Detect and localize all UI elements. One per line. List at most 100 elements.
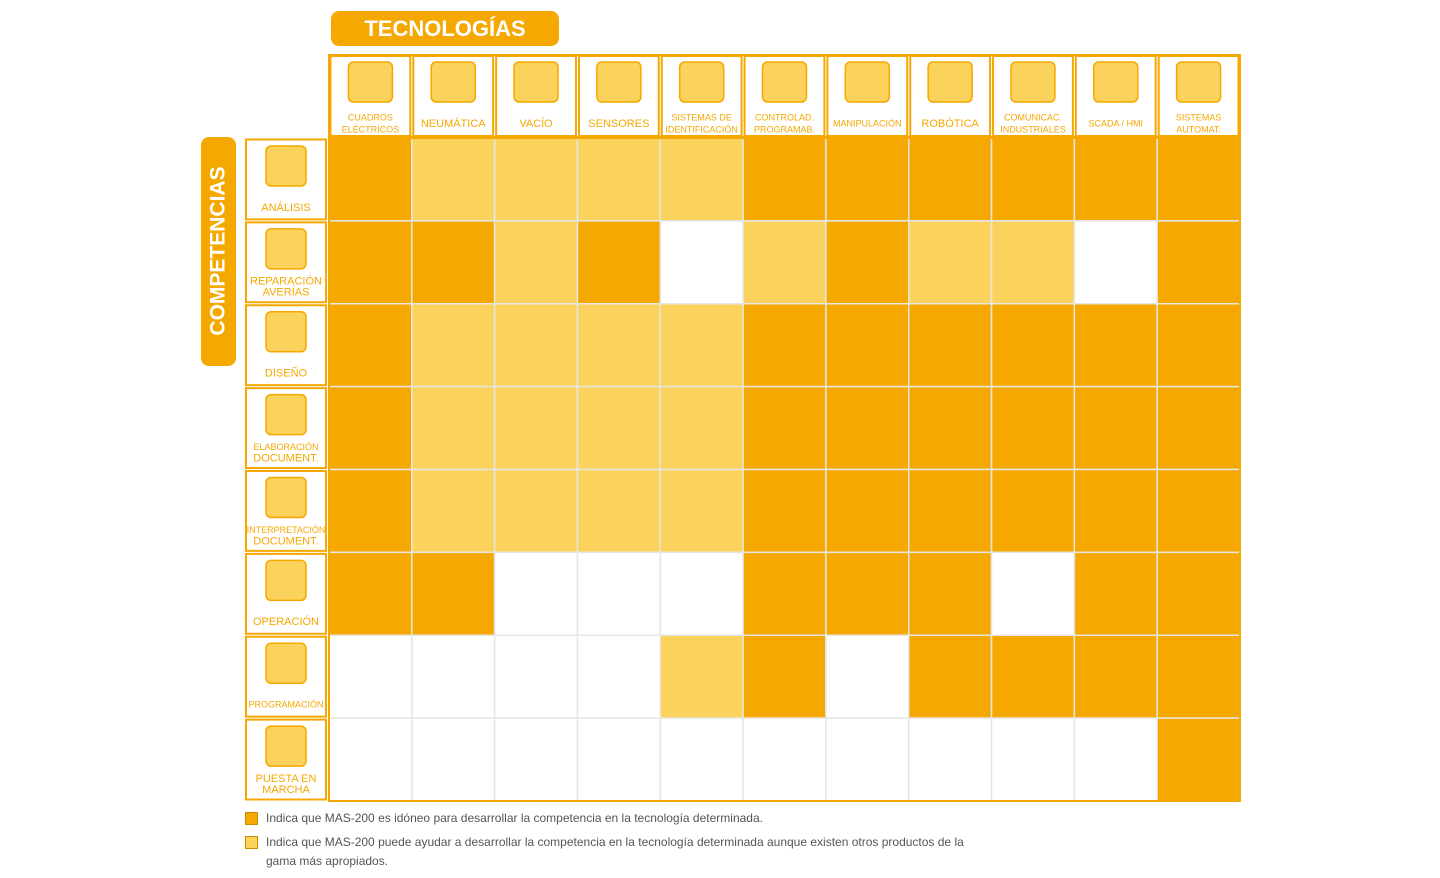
column-icon <box>761 61 808 103</box>
cell <box>1156 551 1241 636</box>
column-label: ELÉCTRICOS <box>342 124 400 134</box>
cell <box>411 717 496 802</box>
cell <box>990 220 1076 305</box>
cell <box>1073 634 1158 719</box>
row-label: DOCUMENT. <box>253 535 318 547</box>
column-icon <box>1093 61 1139 103</box>
cell <box>493 468 579 554</box>
cell <box>576 220 662 305</box>
cell <box>907 717 993 802</box>
cell <box>907 303 993 388</box>
cell <box>742 717 827 802</box>
cell <box>907 220 993 305</box>
cell <box>493 385 579 471</box>
cell <box>1156 717 1241 802</box>
cell <box>825 717 910 802</box>
cell <box>659 551 744 636</box>
cell <box>1073 385 1158 471</box>
cell <box>907 137 993 222</box>
row-label: DISEÑO <box>265 367 308 380</box>
cell <box>576 551 662 636</box>
column-label: IDENTIFICACIÓN <box>665 124 738 134</box>
cell <box>576 385 662 471</box>
cell <box>411 385 496 471</box>
matrix: TECNOLOGÍAS COMPETENCIAS CUADROS ELÉCTRIC… <box>201 11 1241 802</box>
column-label: COMUNICAC. <box>1004 112 1062 122</box>
cell <box>1156 385 1241 471</box>
column-label: SENSORES <box>588 118 649 130</box>
cell <box>742 303 827 388</box>
column-icon <box>513 61 559 103</box>
cell <box>411 468 496 554</box>
legend-swatch <box>245 836 258 849</box>
cell <box>742 551 827 636</box>
grid-frame <box>328 137 1241 802</box>
cell <box>825 220 910 305</box>
cell <box>411 303 496 388</box>
row-icon <box>265 228 307 270</box>
cell <box>825 468 910 554</box>
column-icon <box>596 61 642 103</box>
cell <box>1073 468 1158 554</box>
row-icon <box>265 642 307 684</box>
cell <box>576 634 662 719</box>
cell <box>411 220 496 305</box>
cell <box>576 137 662 222</box>
cell <box>742 385 827 471</box>
row-label: ELABORACIÓN <box>253 442 318 452</box>
cell <box>659 717 744 802</box>
title: TECNOLOGÍAS <box>364 16 525 41</box>
cell <box>328 303 413 388</box>
cell <box>742 220 827 305</box>
cell <box>1073 717 1158 802</box>
cell <box>576 717 662 802</box>
column-icon <box>927 61 973 103</box>
column-label: MANIPULACIÓN <box>833 118 902 128</box>
column-label: PROGRAMAB. <box>754 124 815 134</box>
cell <box>576 303 662 388</box>
cell <box>990 303 1076 388</box>
cell <box>493 634 579 719</box>
cell <box>659 385 744 471</box>
column-label: INDUSTRIALES <box>1000 124 1066 134</box>
cell <box>907 551 993 636</box>
side-pill <box>201 137 236 366</box>
cell <box>493 137 579 222</box>
cell <box>825 137 910 222</box>
cell <box>411 634 496 719</box>
row-label: PROGRAMACIÓN <box>248 700 323 710</box>
cell <box>328 551 413 636</box>
cell <box>328 634 413 719</box>
column-label: NEUMÁTICA <box>421 117 486 130</box>
row-label: OPERACIÓN <box>253 615 319 628</box>
legend-text: Indica que MAS-200 puede ayudar a desarr… <box>266 835 964 868</box>
row-icon <box>265 393 307 436</box>
cell <box>742 634 827 719</box>
cell <box>825 385 910 471</box>
cell <box>1073 303 1158 388</box>
legend-text: Indica que MAS-200 es idóneo para desarr… <box>266 811 763 825</box>
row-label: MARCHA <box>262 784 310 796</box>
column-label: ROBÓTICA <box>921 117 979 130</box>
cell <box>659 220 744 305</box>
row-icon <box>265 145 307 187</box>
column-icon <box>347 61 394 103</box>
column-icon <box>1010 61 1056 103</box>
row-label: AVERÍAS <box>263 286 310 299</box>
legend-swatch <box>245 812 258 825</box>
row-label: ANÁLISIS <box>261 201 311 214</box>
row-icon <box>265 725 307 767</box>
cell <box>493 551 579 636</box>
row-icon <box>265 311 307 353</box>
cell <box>1156 468 1241 554</box>
cell <box>742 468 827 554</box>
column-label: SCADA / HMI <box>1089 118 1144 128</box>
cell <box>1073 220 1158 305</box>
column-label: VACÍO <box>519 117 553 130</box>
column-icon <box>430 61 476 103</box>
cell <box>990 551 1076 636</box>
side-title: COMPETENCIAS <box>207 166 230 335</box>
cell <box>328 717 413 802</box>
cell <box>328 385 413 471</box>
column-label: SISTEMAS <box>1176 112 1222 122</box>
